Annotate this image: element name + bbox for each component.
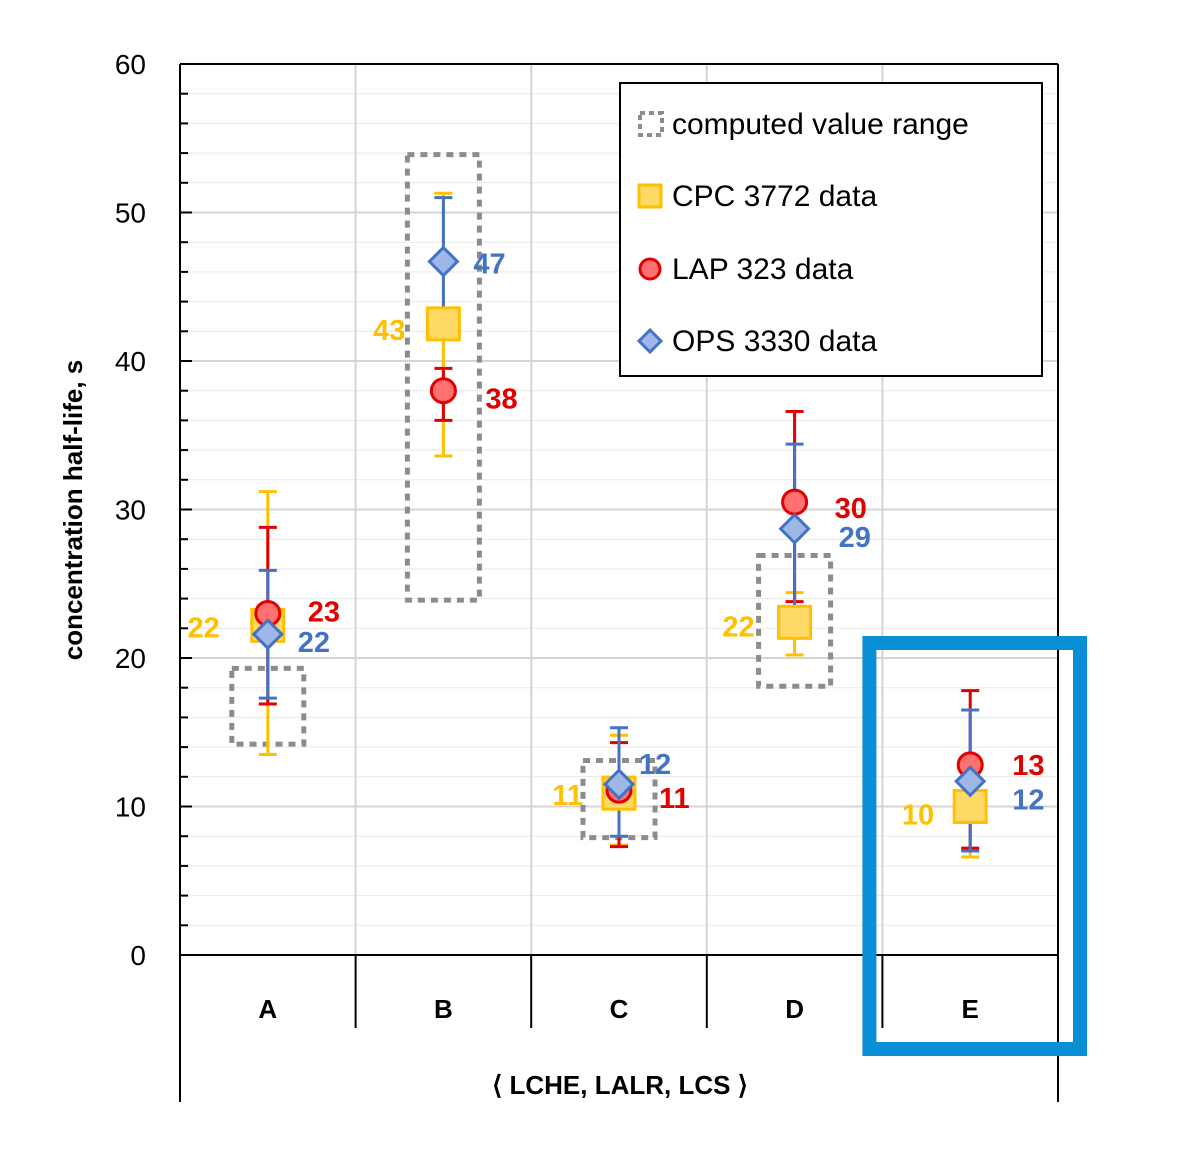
ops-marker-a <box>251 618 284 651</box>
y-tick-label: 30 <box>115 495 146 526</box>
y-tick-label: 60 <box>115 49 146 80</box>
data-label: 38 <box>485 384 517 416</box>
data-label-layer: 22 43 11 22 10 23 38 11 30 13 22 47 12 29 12 <box>188 249 1045 832</box>
y-tick-label: 50 <box>115 198 146 229</box>
data-label: 22 <box>188 612 220 644</box>
cpc-marker-d <box>777 604 813 640</box>
data-label: 10 <box>902 800 934 832</box>
ops-marker-c <box>602 768 636 801</box>
legend-label: OPS 3330 data <box>672 325 877 358</box>
highlight-box <box>862 636 1088 1056</box>
data-label: 47 <box>473 249 505 281</box>
highlight-layer <box>862 636 1088 1056</box>
category-label-d: D <box>785 994 804 1024</box>
data-label: 22 <box>722 611 754 643</box>
legend-label-range: computed value range <box>672 108 969 141</box>
y-axis-title: concentration half-life, s <box>58 360 88 661</box>
y-tick-label: 20 <box>115 643 146 674</box>
legend-swatch-diamond <box>636 327 664 355</box>
category-label-a: A <box>258 994 277 1024</box>
marker-layer <box>250 245 988 824</box>
data-label: 29 <box>839 522 871 554</box>
lap-marker-b <box>429 377 457 405</box>
legend-box <box>619 82 1043 377</box>
data-label: 30 <box>835 493 867 525</box>
category-label-e: E <box>962 994 979 1024</box>
data-label: 13 <box>1012 750 1044 782</box>
data-label: 22 <box>298 627 330 659</box>
legend-swatch-circle <box>638 257 662 281</box>
data-label: 11 <box>552 780 583 812</box>
data-label: 12 <box>639 749 671 781</box>
axis-layer: 0 10 20 30 40 50 60 A B C D E ⟨ LCHE, LALR, LCS ⟩ con… <box>58 49 1059 1102</box>
category-label-c: C <box>610 994 629 1024</box>
legend-swatch-square <box>637 183 663 209</box>
y-tick-label: 40 <box>115 346 146 377</box>
category-label-b: B <box>434 994 453 1024</box>
computed-range-box <box>756 553 834 689</box>
lap-marker-d <box>781 488 809 516</box>
cpc-marker-b <box>425 306 461 342</box>
y-tick-label: 10 <box>115 792 146 823</box>
data-label: 11 <box>659 783 690 815</box>
data-label: 23 <box>308 596 340 628</box>
y-tick-label: 0 <box>130 940 146 971</box>
legend-swatch-range <box>638 111 664 137</box>
legend-label: LAP 323 data <box>672 253 854 286</box>
ops-marker-e <box>954 765 987 798</box>
data-label: 43 <box>373 315 405 347</box>
x-axis-title: ⟨ LCHE, LALR, LCS ⟩ <box>492 1070 748 1100</box>
ops-marker-b <box>427 245 460 278</box>
legend-label: CPC 3772 data <box>672 180 877 213</box>
data-label: 12 <box>1012 784 1044 816</box>
ops-marker-d <box>778 512 811 545</box>
computed-range-box <box>404 152 482 603</box>
legend: computed value range CPC 3772 data LAP 323… <box>619 82 1043 377</box>
